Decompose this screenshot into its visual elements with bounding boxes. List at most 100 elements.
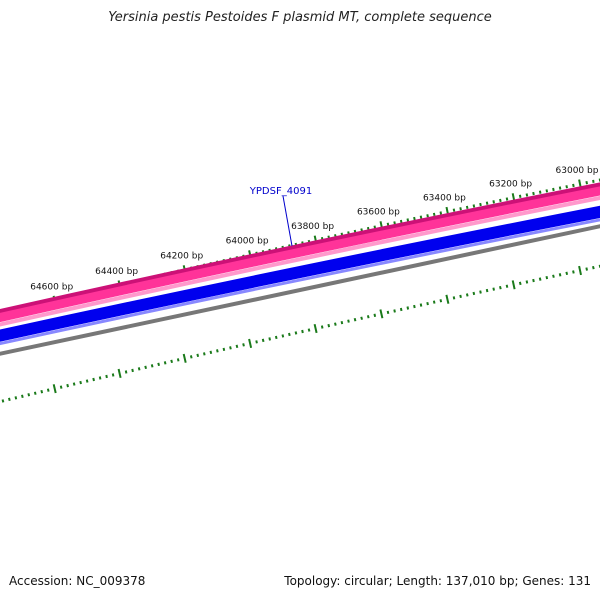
ruler-tick-label: 63400 bp	[423, 194, 466, 204]
inner-major-tick	[313, 323, 318, 334]
inner-minor-tick	[79, 380, 82, 385]
inner-minor-tick	[532, 278, 535, 283]
outer-minor-tick	[518, 194, 522, 198]
inner-minor-tick	[176, 358, 180, 362]
outer-minor-tick	[552, 187, 555, 192]
inner-major-tick	[578, 265, 582, 276]
inner-minor-tick	[21, 394, 24, 399]
inner-major-tick	[52, 384, 57, 394]
inner-minor-tick	[203, 352, 206, 356]
inner-minor-tick	[499, 285, 502, 290]
inner-minor-tick	[386, 310, 390, 315]
inner-major-tick	[248, 338, 253, 349]
inner-minor-tick	[229, 346, 232, 350]
inner-minor-tick	[209, 350, 213, 355]
inner-minor-tick	[14, 396, 18, 400]
inner-minor-tick	[59, 385, 63, 389]
outer-minor-tick	[413, 216, 416, 221]
inner-minor-tick	[485, 288, 489, 293]
inner-minor-tick	[538, 277, 542, 281]
inner-minor-tick	[459, 294, 462, 299]
inner-minor-tick	[327, 323, 331, 328]
outer-minor-tick	[386, 222, 390, 226]
inner-minor-tick	[525, 280, 529, 284]
inner-minor-tick	[360, 316, 363, 320]
inner-minor-tick	[105, 374, 108, 379]
inner-major-tick	[182, 353, 187, 363]
inner-minor-tick	[294, 331, 298, 335]
inner-major-tick	[445, 294, 450, 304]
inner-minor-tick	[33, 391, 37, 395]
inner-minor-tick	[426, 301, 429, 306]
outer-minor-tick	[459, 207, 462, 211]
outer-minor-tick	[439, 211, 443, 215]
inner-minor-tick	[419, 303, 423, 307]
inner-minor-tick	[393, 309, 396, 313]
outer-minor-tick	[432, 212, 436, 217]
inner-minor-tick	[432, 300, 436, 304]
inner-minor-tick	[465, 293, 469, 297]
inner-major-tick	[117, 368, 122, 379]
inner-minor-tick	[406, 306, 410, 310]
outer-minor-tick	[505, 197, 509, 201]
inner-minor-tick	[8, 397, 11, 402]
inner-minor-tick	[242, 343, 245, 347]
inner-minor-tick	[452, 296, 456, 300]
ruler-tick-label: 63200 bp	[489, 180, 532, 190]
summary-text: Topology: circular; Length: 137,010 bp; …	[284, 574, 591, 588]
ruler-tick-label: 64200 bp	[160, 252, 203, 262]
outer-minor-tick	[545, 189, 549, 193]
outer-minor-tick	[585, 181, 588, 185]
accession-text: Accession: NC_009378	[9, 574, 146, 588]
inner-minor-tick	[347, 319, 350, 323]
inner-minor-tick	[479, 290, 482, 294]
outer-minor-tick	[485, 201, 489, 205]
outer-minor-tick	[532, 191, 535, 196]
inner-minor-tick	[413, 304, 416, 309]
inner-minor-tick	[1, 399, 5, 403]
outer-minor-tick	[426, 214, 429, 218]
feature-track-pink-edge	[0, 182, 600, 315]
inner-minor-tick	[131, 368, 134, 373]
feature-track-blue	[0, 205, 600, 342]
feature-track-pink-light	[0, 195, 600, 327]
inner-minor-tick	[518, 281, 522, 286]
inner-minor-tick	[439, 299, 443, 303]
outer-minor-tick	[472, 204, 476, 208]
outer-minor-tick	[419, 215, 423, 219]
inner-minor-tick	[98, 376, 102, 380]
outer-minor-tick	[558, 186, 562, 190]
inner-minor-tick	[353, 317, 357, 322]
inner-minor-tick	[157, 362, 160, 367]
ruler-tick-label: 63600 bp	[357, 208, 400, 218]
outer-minor-tick	[538, 190, 542, 194]
inner-minor-tick	[27, 393, 31, 397]
inner-minor-tick	[492, 287, 495, 291]
inner-minor-tick	[366, 315, 370, 319]
inner-minor-tick	[235, 344, 239, 349]
inner-minor-tick	[170, 359, 173, 364]
outer-minor-tick	[406, 218, 410, 222]
inner-major-tick	[379, 309, 384, 319]
inner-minor-tick	[92, 377, 95, 382]
outer-minor-tick	[465, 205, 469, 210]
ruler-tick-label: 64000 bp	[226, 237, 269, 247]
ruler-tick-label: 63800 bp	[291, 222, 334, 232]
inner-minor-tick	[150, 364, 154, 368]
inner-minor-tick	[565, 271, 569, 276]
inner-minor-tick	[472, 291, 476, 296]
inner-minor-tick	[545, 275, 549, 280]
inner-minor-tick	[281, 334, 285, 338]
inner-minor-tick	[320, 325, 324, 329]
outer-minor-tick	[565, 185, 568, 189]
ruler-tick-label: 64600 bp	[30, 282, 73, 292]
inner-minor-tick	[301, 329, 304, 334]
inner-minor-tick	[552, 274, 555, 278]
inner-minor-tick	[124, 370, 128, 374]
gene-label[interactable]: YPDSF_4091	[249, 186, 312, 197]
ruler-tick-label: 63000 bp	[556, 166, 599, 176]
inner-minor-tick	[137, 367, 141, 371]
inner-minor-tick	[572, 270, 575, 274]
